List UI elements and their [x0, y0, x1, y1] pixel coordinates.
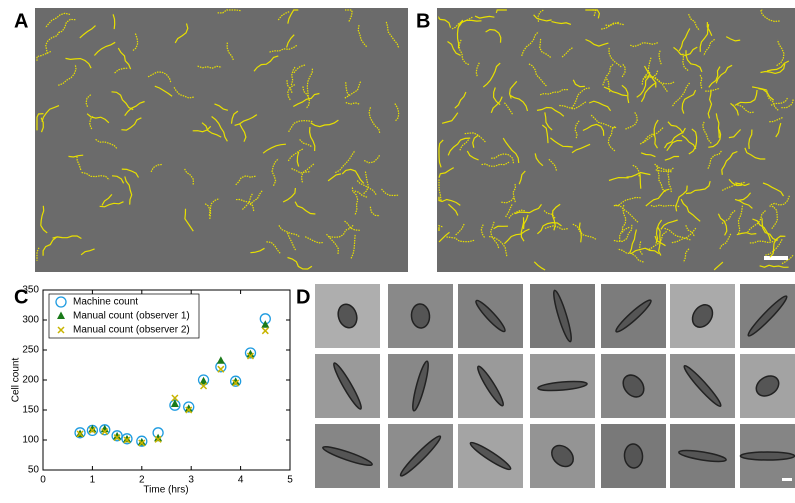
legend-label: Manual count (observer 2) [73, 325, 190, 336]
y-tick-label: 250 [22, 345, 39, 356]
x-tick-label: 1 [90, 475, 96, 486]
panel-label: A [14, 10, 28, 32]
panel-label: D [296, 286, 310, 308]
scale-bar [764, 256, 788, 260]
y-tick-label: 50 [28, 465, 40, 476]
x-tick-label: 5 [287, 475, 293, 486]
panel-label: B [416, 10, 430, 32]
point [217, 356, 225, 364]
point [138, 438, 146, 446]
figure: A B C D Time (hrs) Cell count 5010015020… [0, 0, 795, 498]
y-axis-label: Cell count [11, 358, 22, 403]
y-tick-label: 150 [22, 405, 39, 416]
y-tick-label: 100 [22, 435, 39, 446]
y-tick-label: 350 [22, 285, 39, 296]
point [262, 328, 268, 334]
cell-outline [640, 174, 641, 189]
scale-bar [782, 478, 792, 481]
x-tick-label: 0 [40, 475, 46, 486]
point [123, 435, 131, 443]
x-tick-label: 4 [238, 475, 244, 486]
point [261, 320, 269, 328]
legend-label: Manual count (observer 1) [73, 311, 190, 322]
x-tick-label: 3 [188, 475, 194, 486]
y-tick-label: 300 [22, 315, 39, 326]
x-tick-label: 2 [139, 475, 145, 486]
y-tick-label: 200 [22, 375, 39, 386]
micrograph-a [35, 8, 408, 272]
x-axis-label: Time (hrs) [143, 485, 188, 496]
legend-label: Machine count [73, 297, 138, 308]
cell [740, 452, 794, 460]
